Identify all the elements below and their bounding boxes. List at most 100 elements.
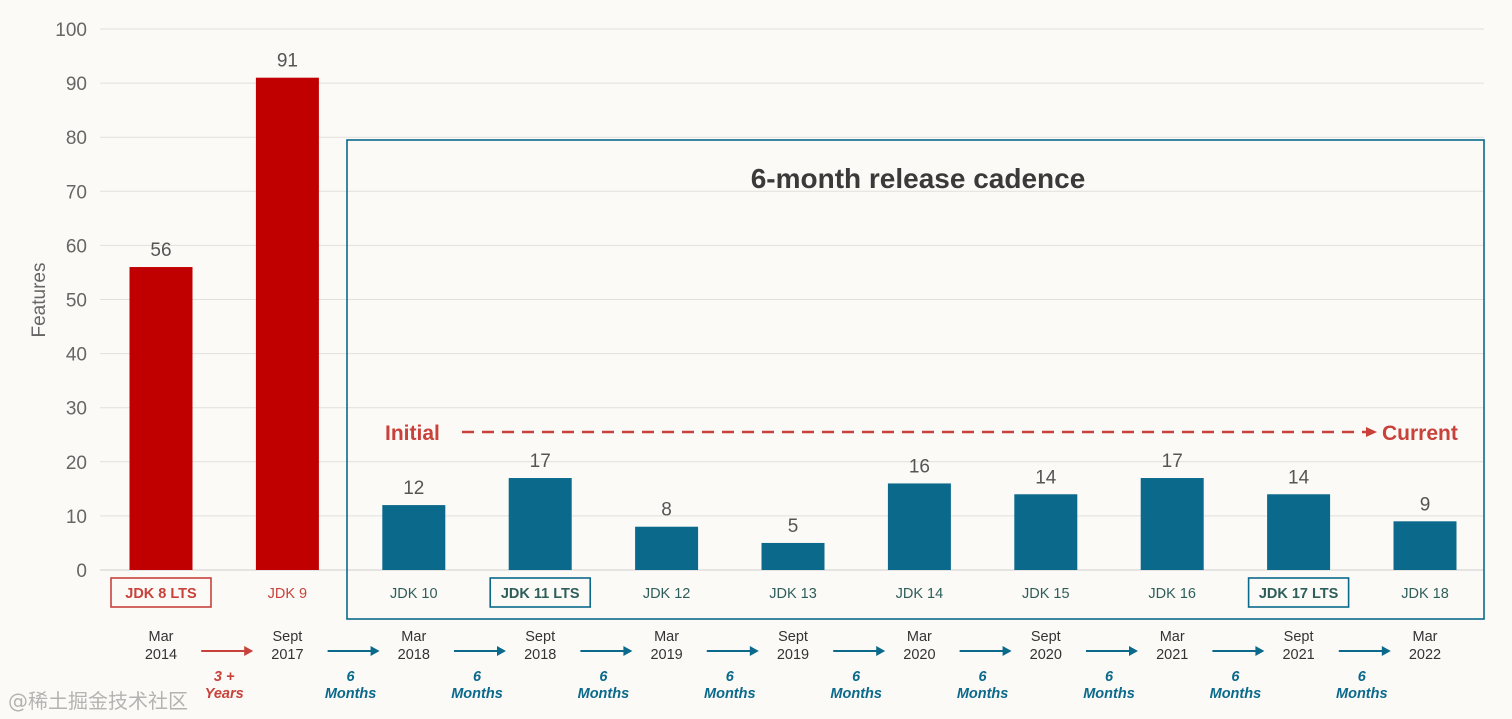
release-year: 2018: [398, 647, 430, 663]
interval-arrow-head: [1129, 646, 1138, 656]
release-year: 2021: [1156, 647, 1188, 663]
interval-unit: Months: [325, 686, 377, 702]
bar: [1140, 478, 1204, 570]
interval-arrow-head: [749, 646, 759, 656]
x-tick-label: JDK 10: [390, 586, 438, 602]
y-tick-label: 70: [66, 182, 87, 203]
data-label: 5: [788, 516, 799, 537]
bar: [887, 483, 951, 570]
interval-unit: Months: [451, 686, 503, 702]
data-label: 8: [661, 500, 672, 521]
bar: [635, 526, 699, 570]
interval-amount: 6: [1231, 669, 1240, 685]
release-month: Mar: [654, 629, 679, 645]
bar: [508, 478, 572, 570]
x-tick-label: JDK 13: [769, 586, 817, 602]
bar: [1267, 494, 1331, 570]
release-year: 2019: [650, 647, 682, 663]
x-tick-label: JDK 18: [1401, 586, 1449, 602]
initial-label: Initial: [385, 422, 440, 445]
release-month: Mar: [149, 629, 174, 645]
x-tick-label: JDK 9: [268, 586, 308, 602]
interval-amount: 6: [1358, 669, 1367, 685]
data-label: 16: [909, 456, 930, 477]
interval-arrow-head: [1255, 646, 1265, 656]
interval-arrow-head: [497, 646, 506, 656]
interval-unit: Months: [1210, 686, 1262, 702]
interval-amount: 3 +: [214, 669, 235, 685]
data-label: 17: [1162, 451, 1183, 472]
interval-amount: 6: [979, 669, 988, 685]
y-tick-label: 60: [66, 236, 87, 257]
bar: [761, 542, 825, 570]
release-month: Sept: [1284, 629, 1314, 645]
interval-amount: 6: [599, 669, 608, 685]
interval-unit: Months: [704, 686, 756, 702]
interval-arrow-head: [244, 646, 254, 656]
release-year: 2020: [903, 647, 935, 663]
y-tick-label: 90: [66, 74, 87, 95]
bar: [255, 77, 319, 570]
interval-arrow-head: [370, 646, 380, 656]
release-year: 2014: [145, 647, 177, 663]
release-month: Sept: [272, 629, 302, 645]
x-tick-label: JDK 17 LTS: [1259, 586, 1339, 602]
release-month: Mar: [401, 629, 426, 645]
bar: [1393, 521, 1457, 570]
release-month: Mar: [1413, 629, 1438, 645]
y-tick-label: 0: [76, 561, 87, 582]
data-label: 14: [1288, 467, 1310, 488]
current-label: Current: [1382, 422, 1458, 445]
lts-label-box: [1247, 577, 1350, 608]
bar: [1014, 494, 1078, 570]
y-tick-label: 10: [66, 507, 87, 528]
release-year: 2022: [1409, 647, 1441, 663]
arrow-head: [1366, 427, 1377, 437]
release-month: Sept: [1031, 629, 1061, 645]
interval-unit: Months: [830, 686, 882, 702]
interval-arrow-head: [876, 646, 886, 656]
interval-amount: 6: [726, 669, 735, 685]
interval-unit: Years: [205, 686, 244, 702]
data-label: 12: [403, 478, 424, 499]
y-tick-label: 100: [55, 20, 87, 41]
interval-arrow-head: [1002, 646, 1012, 656]
x-tick-label: JDK 8 LTS: [125, 586, 197, 602]
release-year: 2019: [777, 647, 809, 663]
y-tick-label: 80: [66, 128, 87, 149]
interval-arrow-head: [1381, 646, 1391, 656]
x-tick-label: JDK 15: [1022, 586, 1070, 602]
interval-amount: 6: [473, 669, 482, 685]
interval-arrow-head: [623, 646, 633, 656]
y-tick-label: 30: [66, 399, 87, 420]
interval-amount: 6: [347, 669, 356, 685]
y-axis-label: Features: [29, 263, 50, 338]
interval-unit: Months: [1336, 686, 1388, 702]
lts-label-box: [110, 577, 212, 608]
bar: [382, 505, 446, 570]
data-label: 9: [1420, 494, 1431, 515]
y-tick-label: 50: [66, 291, 87, 312]
interval-unit: Months: [957, 686, 1009, 702]
lts-label-box: [489, 577, 592, 608]
y-tick-label: 40: [66, 345, 87, 366]
release-year: 2021: [1282, 647, 1314, 663]
x-tick-label: JDK 16: [1148, 586, 1196, 602]
release-month: Sept: [778, 629, 808, 645]
watermark: @稀土掘金技术社区: [8, 689, 188, 713]
release-year: 2018: [524, 647, 556, 663]
data-label: 14: [1035, 467, 1057, 488]
bar: [129, 267, 193, 570]
cadence-box: [346, 139, 1485, 620]
interval-unit: Months: [1083, 686, 1135, 702]
x-tick-label: JDK 14: [896, 586, 944, 602]
release-year: 2017: [271, 647, 303, 663]
x-tick-label: JDK 12: [643, 586, 691, 602]
data-label: 17: [530, 451, 551, 472]
data-label: 91: [277, 51, 298, 72]
release-month: Sept: [525, 629, 555, 645]
interval-amount: 6: [1105, 669, 1114, 685]
data-label: 56: [150, 240, 171, 261]
release-year: 2020: [1030, 647, 1062, 663]
